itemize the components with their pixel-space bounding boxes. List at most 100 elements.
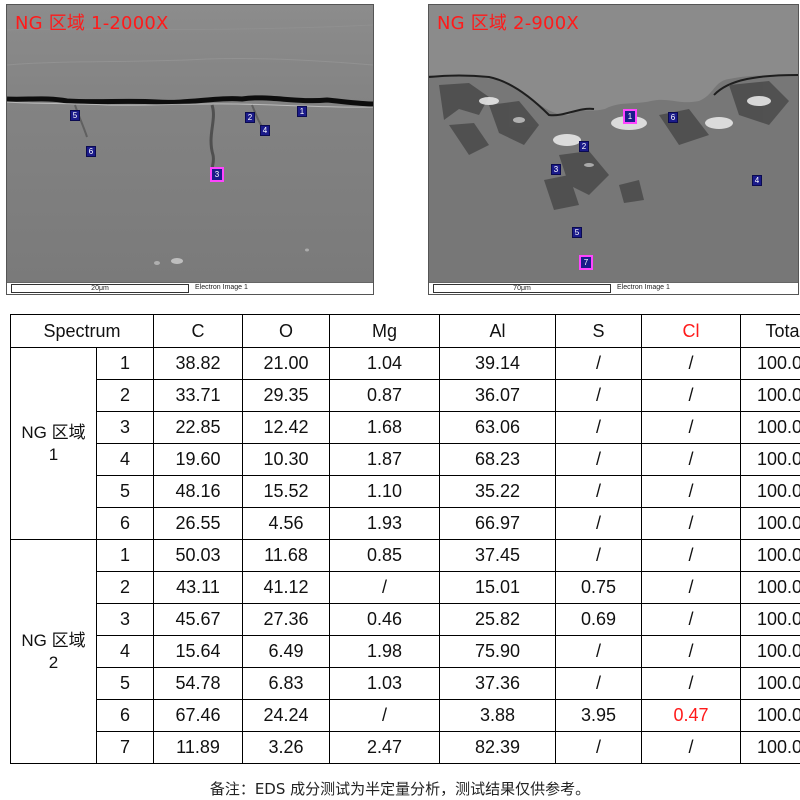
spectrum-marker-5: 5 [70, 110, 80, 121]
cell-s: / [555, 731, 642, 764]
cell-s: / [555, 443, 642, 476]
cell-cl: / [641, 539, 741, 572]
spectrum-marker-1: 1 [623, 109, 637, 124]
cell-cl: / [641, 571, 741, 604]
spectrum-marker-6: 6 [86, 146, 96, 157]
sem-scale-bar-1: 20μm Electron Image 1 [7, 282, 373, 294]
group-label-line1: NG 区域 [21, 630, 86, 650]
cell-total: 100.00 [740, 699, 800, 732]
header-o: O [242, 314, 330, 348]
cell-al: 75.90 [439, 635, 556, 668]
cell-mg: 0.46 [329, 603, 440, 636]
scale-length-label: 70μm [433, 284, 611, 293]
cell-o: 21.00 [242, 347, 330, 380]
table-body: NG 区域1138.8221.001.0439.14//100.00233.71… [10, 347, 800, 764]
cell-mg: 1.10 [329, 475, 440, 508]
cell-c: 22.85 [153, 411, 243, 444]
cell-o: 10.30 [242, 443, 330, 476]
cell-o: 24.24 [242, 699, 330, 732]
cell-o: 11.68 [242, 539, 330, 572]
cell-c: 15.64 [153, 635, 243, 668]
cell-cl: / [641, 475, 741, 508]
cell-total: 100.00 [740, 379, 800, 412]
spectrum-marker-3: 3 [551, 164, 561, 175]
group-label: NG 区域 1 [10, 347, 97, 540]
cell-total: 100.00 [740, 475, 800, 508]
spectrum-marker-4: 4 [260, 125, 270, 136]
cell-cl: / [641, 443, 741, 476]
header-cl: Cl [641, 314, 741, 348]
cell-spectrum: 1 [96, 539, 154, 572]
cell-spectrum: 6 [96, 699, 154, 732]
spectrum-marker-7: 7 [579, 255, 593, 270]
spectrum-marker-2: 2 [245, 112, 255, 123]
cell-total: 100.00 [740, 347, 800, 380]
cell-c: 48.16 [153, 475, 243, 508]
spectrum-marker-6: 6 [668, 112, 678, 123]
cell-total: 100.00 [740, 635, 800, 668]
header-s: S [555, 314, 642, 348]
cell-total: 100.00 [740, 571, 800, 604]
cell-cl: / [641, 731, 741, 764]
cell-mg: 2.47 [329, 731, 440, 764]
spectrum-marker-4: 4 [752, 175, 762, 186]
cell-total: 100.00 [740, 507, 800, 540]
cell-cl: / [641, 507, 741, 540]
cell-mg: 0.87 [329, 379, 440, 412]
cell-mg: 0.85 [329, 539, 440, 572]
cell-c: 38.82 [153, 347, 243, 380]
spectrum-marker-1: 1 [297, 106, 307, 117]
cell-o: 27.36 [242, 603, 330, 636]
cell-cl: / [641, 603, 741, 636]
cell-spectrum: 5 [96, 667, 154, 700]
header-al: Al [439, 314, 556, 348]
cell-spectrum: 3 [96, 411, 154, 444]
cell-mg: 1.04 [329, 347, 440, 380]
cell-s: / [555, 347, 642, 380]
cell-cl: / [641, 379, 741, 412]
cell-s: / [555, 635, 642, 668]
group-label-line1: NG 区域 [21, 422, 86, 442]
cell-s: / [555, 379, 642, 412]
cell-o: 4.56 [242, 507, 330, 540]
cell-total: 100.00 [740, 411, 800, 444]
header-c: C [153, 314, 243, 348]
cell-cl: / [641, 635, 741, 668]
cell-al: 3.88 [439, 699, 556, 732]
eds-results-table: Spectrum C O Mg Al S Cl Total NG 区域 1 1 38.… [10, 314, 800, 764]
table-header-row: Spectrum C O Mg Al S Cl Total [10, 314, 800, 348]
image-label: Electron Image 1 [195, 284, 248, 291]
cell-al: 36.07 [439, 379, 556, 412]
spectrum-marker-2: 2 [579, 141, 589, 152]
cell-c: 26.55 [153, 507, 243, 540]
cell-mg: / [329, 699, 440, 732]
cell-cl: / [641, 667, 741, 700]
cell-c: 43.11 [153, 571, 243, 604]
cell-s: 3.95 [555, 699, 642, 732]
cell-al: 37.36 [439, 667, 556, 700]
cell-mg: 1.68 [329, 411, 440, 444]
spectrum-marker-5: 5 [572, 227, 582, 238]
sem-micrograph-1 [7, 5, 373, 283]
cell-al: 25.82 [439, 603, 556, 636]
cell-o: 6.49 [242, 635, 330, 668]
cell-spectrum: 5 [96, 475, 154, 508]
cell-s: / [555, 539, 642, 572]
group-label-line2: 1 [48, 444, 59, 464]
cell-c: 67.46 [153, 699, 243, 732]
cell-al: 63.06 [439, 411, 556, 444]
cell-total: 100.00 [740, 443, 800, 476]
header-mg: Mg [329, 314, 440, 348]
cell-spectrum: 6 [96, 507, 154, 540]
cell-mg: 1.87 [329, 443, 440, 476]
